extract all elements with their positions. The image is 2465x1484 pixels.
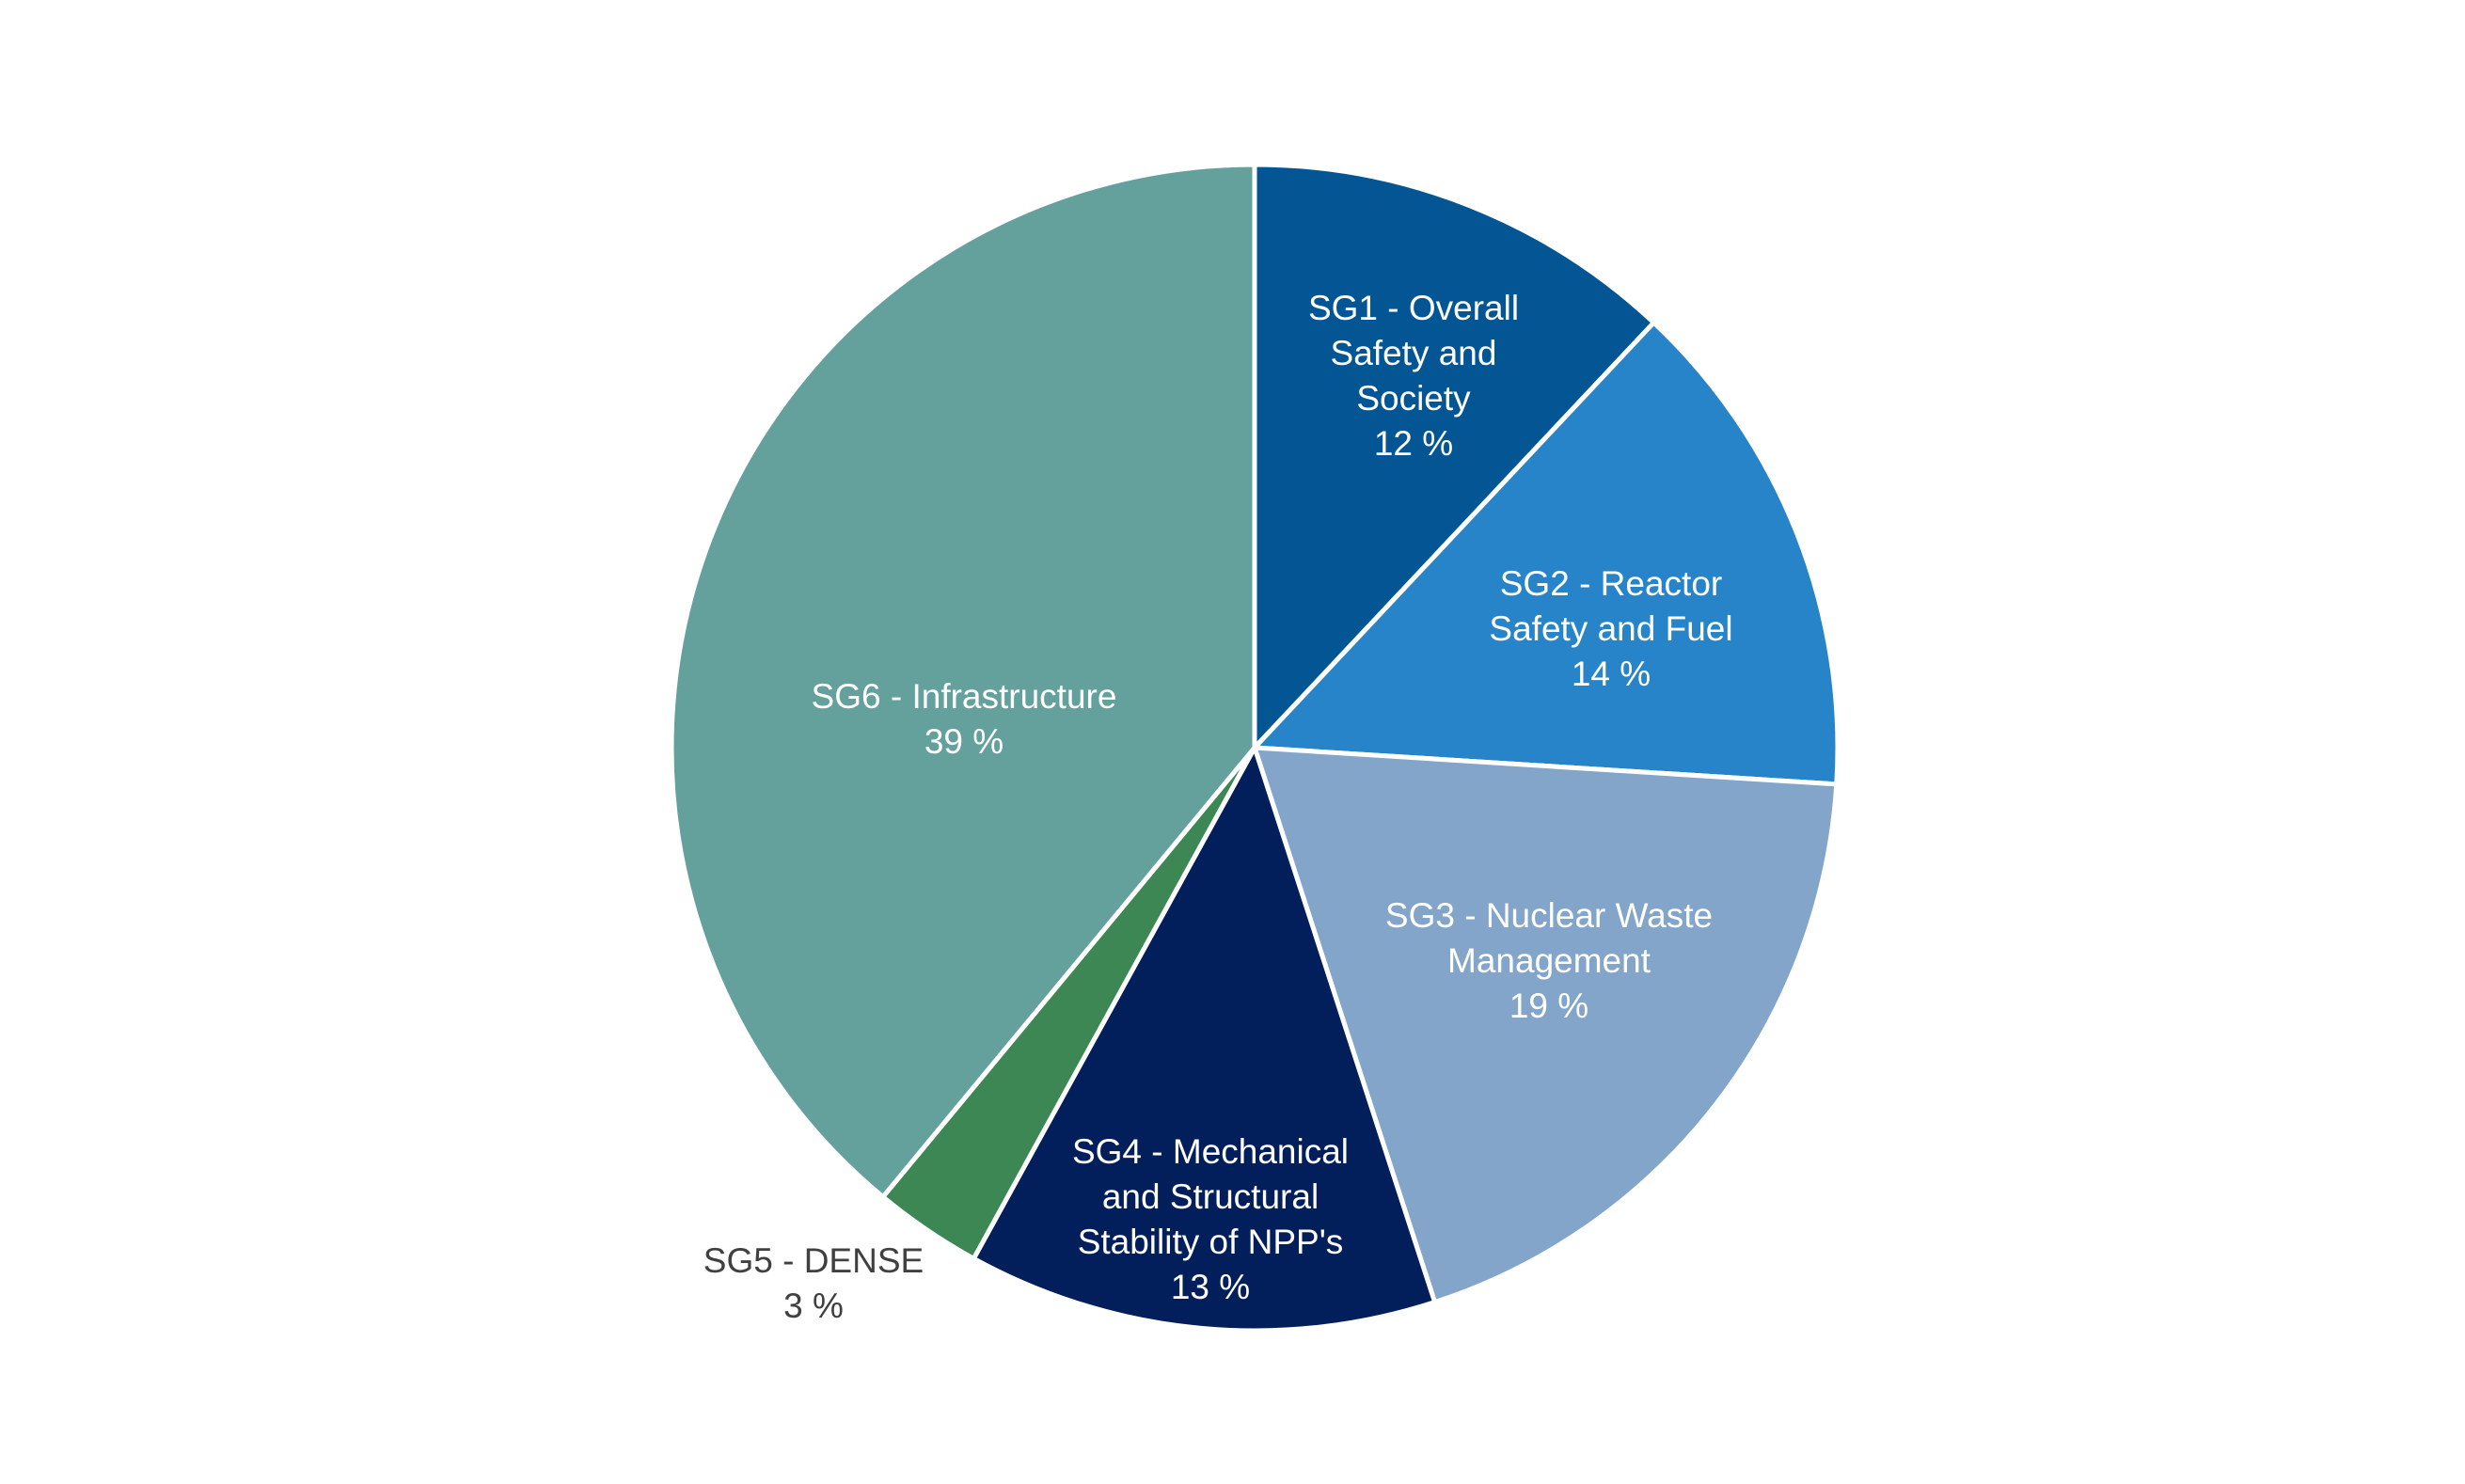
category-label: SG5 - DENSE (703, 1240, 924, 1280)
category-label: SG2 - Reactor Safety and Fuel (1489, 563, 1733, 648)
pie-slice (971, 745, 1438, 1334)
category-label: SG1 - Overall Safety and Society (1307, 288, 1520, 418)
pie-slice (669, 162, 1257, 1200)
slice-label: SG2 - Reactor Safety and Fuel 14 % (1461, 561, 1762, 697)
category-label: SG4 - Mechanical and Structural Stabilit… (1071, 1131, 1350, 1261)
slice-label: SG5 - DENSE 3 % (672, 1239, 955, 1329)
value-label: 12 % (1373, 424, 1454, 464)
value-label: 13 % (1170, 1268, 1251, 1307)
value-label: 14 % (1571, 655, 1651, 694)
slice-label: SG3 - Nuclear Waste Management 19 % (1359, 893, 1740, 1029)
pie-slice (1252, 745, 1840, 1305)
value-label: 3 % (783, 1287, 844, 1325)
pie-slice (1252, 320, 1841, 787)
pie-slice (1252, 162, 1656, 750)
slice-label: SG4 - Mechanical and Structural Stabilit… (1051, 1129, 1370, 1310)
slice-label: SG1 - Overall Safety and Society 12 % (1277, 286, 1550, 466)
slice-label: SG6 - Infrastructure 39 % (766, 674, 1161, 765)
value-label: 19 % (1509, 987, 1589, 1026)
value-label: 39 % (924, 722, 1004, 761)
category-label: SG3 - Nuclear Waste Management (1384, 895, 1714, 980)
category-label: SG6 - Infrastructure (811, 676, 1117, 716)
